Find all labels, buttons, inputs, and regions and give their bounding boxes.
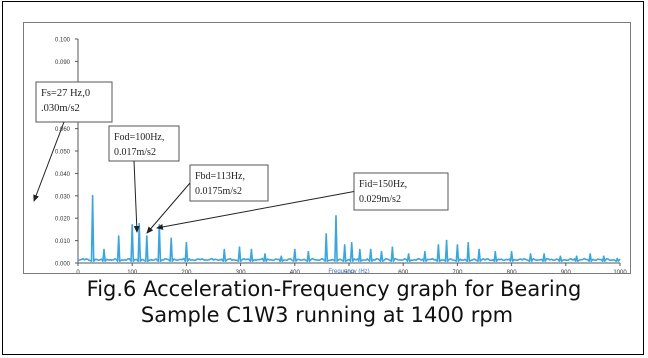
x-tick-label: 400: [290, 270, 301, 273]
annotation-callout: Fod=100Hz, 0.017m/s2: [108, 125, 180, 233]
annotation-callout: Fbd=113Hz, 0.0175m/s2: [146, 164, 269, 234]
annotation-text: Fbd=113Hz,: [195, 171, 245, 182]
annotation-arrow: [146, 182, 191, 234]
data-point: [529, 253, 532, 255]
annotation-arrow: [33, 121, 65, 202]
y-tick-label: 0.010: [55, 239, 71, 245]
data-point: [294, 248, 296, 251]
data-point: [131, 224, 133, 226]
x-axis-label: Frequency (Hz): [328, 269, 369, 273]
data-point: [103, 248, 105, 251]
data-point: [456, 244, 459, 246]
data-point: [91, 195, 94, 197]
caption-line-2: Sample C1W3 running at 1400 rpm: [140, 303, 514, 327]
data-point: [238, 246, 241, 249]
data-point: [343, 244, 346, 246]
data-point: [307, 251, 310, 253]
data-point: [359, 248, 361, 251]
x-tick-label: 800: [507, 270, 518, 273]
x-tick-label: 700: [452, 270, 463, 273]
data-point: [602, 255, 605, 258]
y-tick-label: 0.100: [55, 38, 71, 44]
x-tick-label: 600: [398, 270, 409, 273]
annotation-text: Fid=150Hz,: [359, 179, 407, 190]
data-point: [250, 248, 253, 251]
data-point: [424, 251, 426, 253]
data-point: [223, 248, 226, 251]
y-tick-label: 0.050: [55, 150, 71, 156]
data-point: [369, 248, 372, 251]
y-tick-label: 0.000: [55, 262, 71, 268]
data-point: [138, 223, 141, 225]
data-point: [407, 253, 410, 255]
data-point: [280, 255, 283, 258]
annotation-text: 0.0175m/s2: [195, 186, 242, 197]
data-point: [445, 239, 448, 242]
data-point: [510, 251, 513, 253]
y-tick-label: 0.060: [55, 127, 71, 133]
acceleration-frequency-chart: 0.0000.0100.0200.0300.0400.0500.0600.070…: [33, 38, 627, 273]
annotation-box: [108, 125, 180, 162]
annotation-callout: Fid=150Hz, 0.029m/s2: [156, 172, 449, 230]
annotation-text: Fs=27 Hz,0: [41, 88, 90, 99]
annotation-arrow: [156, 191, 355, 230]
x-tick-label: 900: [561, 270, 572, 273]
data-point: [185, 242, 188, 244]
data-point: [325, 233, 328, 235]
data-point: [350, 242, 353, 244]
caption-line-1: Fig.6 Acceleration-Frequency graph for B…: [86, 277, 582, 301]
data-point: [559, 255, 562, 258]
x-tick-label: 1000: [613, 270, 627, 273]
spectrum-line: [77, 195, 621, 262]
data-point: [264, 253, 266, 255]
annotation-arrow: [133, 160, 140, 233]
data-point: [437, 244, 440, 246]
plot-area: 0.0000.0100.0200.0300.0400.0500.0600.070…: [23, 22, 631, 274]
data-point: [616, 257, 619, 260]
data-point: [467, 242, 470, 244]
data-point: [170, 237, 173, 240]
x-tick-label: 100: [127, 270, 138, 273]
annotation-text: Fod=100Hz,: [114, 132, 164, 143]
data-point: [575, 255, 578, 258]
annotation-box: [189, 164, 269, 202]
data-point: [158, 224, 161, 226]
data-point: [146, 235, 148, 237]
y-tick-label: 0.020: [55, 217, 71, 223]
data-point: [117, 235, 120, 237]
data-point: [478, 248, 480, 251]
annotation-text: 0.017m/s2: [114, 147, 156, 158]
data-point: [494, 251, 497, 253]
data-point: [589, 253, 591, 255]
x-tick-label: 500: [344, 270, 355, 273]
data-point: [391, 246, 394, 249]
y-tick-label: 0.030: [55, 194, 71, 200]
annotation-text: .030m/s2: [41, 103, 80, 114]
data-point: [543, 253, 545, 255]
x-tick-label: 0: [76, 270, 80, 273]
y-tick-label: 0.040: [55, 172, 71, 178]
annotation-box: [353, 172, 449, 211]
annotation-box: [35, 81, 113, 123]
data-point: [380, 251, 383, 253]
figure-frame: 0.0000.0100.0200.0300.0400.0500.0600.070…: [2, 1, 644, 355]
annotation-text: 0.029m/s2: [359, 194, 401, 205]
annotation-callout: Fs=27 Hz,0 .030m/s2: [33, 81, 113, 202]
y-tick-label: 0.090: [55, 60, 71, 66]
x-tick-label: 200: [181, 270, 192, 273]
x-tick-label: 300: [236, 270, 247, 273]
data-point: [335, 215, 337, 217]
